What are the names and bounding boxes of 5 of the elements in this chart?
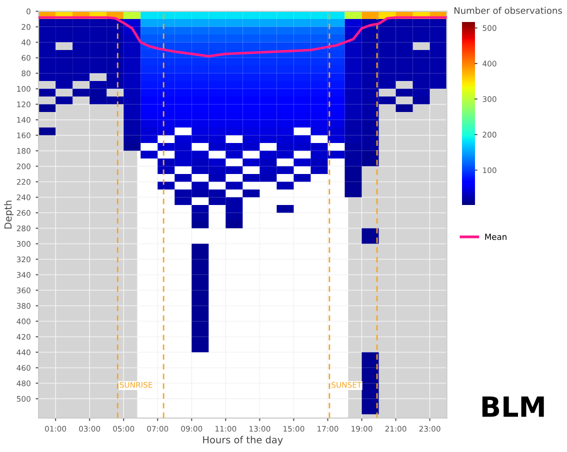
y-axis-title: Depth xyxy=(4,200,14,229)
legend-label: Mean xyxy=(485,234,506,240)
text: BLM xyxy=(482,396,544,417)
x-axis-title: Hours of the day xyxy=(203,436,283,446)
color-bar-title: Number of observations xyxy=(454,6,562,14)
